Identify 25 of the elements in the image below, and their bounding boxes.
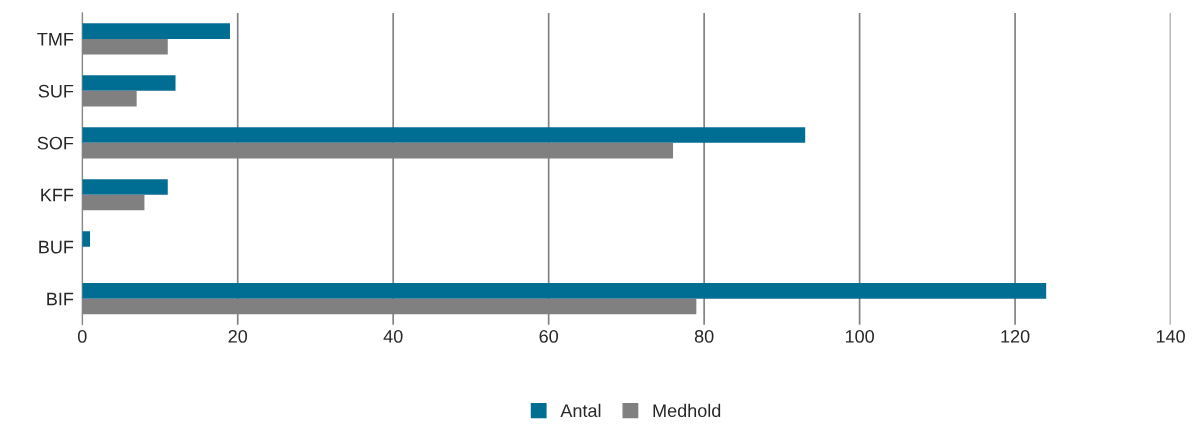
x-tick-label: 0	[77, 329, 87, 343]
bar	[82, 23, 230, 39]
x-tick-label: 80	[694, 329, 714, 343]
legend-label: Medhold	[653, 403, 721, 418]
bar	[82, 231, 91, 247]
bar	[82, 194, 145, 211]
y-tick-label: SUF	[38, 84, 74, 98]
y-tick-label: BIF	[47, 292, 74, 306]
bar	[82, 179, 168, 195]
y-tick-label: BUF	[39, 240, 74, 254]
bar	[82, 90, 137, 107]
y-tick-label: SOF	[37, 136, 74, 150]
bar	[82, 75, 176, 91]
y-tick-label: KFF	[41, 188, 74, 202]
legend-label: Antal	[560, 403, 601, 418]
x-tick-label: 60	[539, 329, 558, 343]
bar	[82, 127, 806, 143]
x-tick-label: 100	[845, 329, 874, 343]
x-tick-label: 20	[228, 329, 248, 343]
bar	[82, 283, 1047, 299]
bar	[82, 38, 168, 55]
y-tick-label: TMF	[37, 33, 74, 46]
x-tick-label: 140	[1156, 329, 1185, 343]
x-tick-label: 120	[1001, 329, 1030, 343]
x-tick-label: 40	[383, 329, 403, 343]
